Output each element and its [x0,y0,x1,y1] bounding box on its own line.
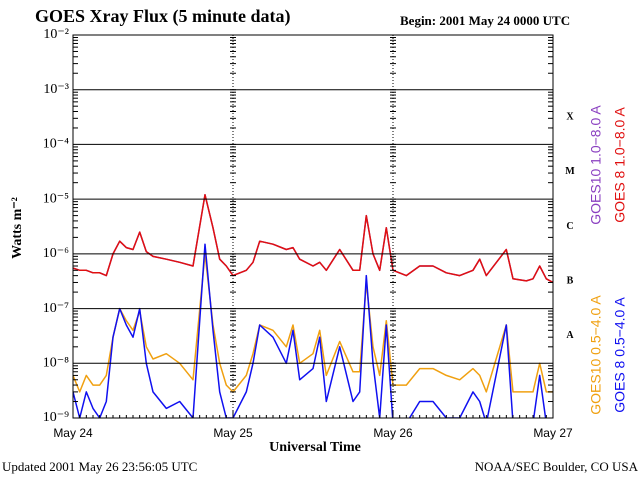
chart-subtitle: Begin: 2001 May 24 0000 UTC [400,13,570,28]
flare-class-label: B [567,276,574,287]
legend-label: GOES 8 1.0−8.0 A [612,107,628,223]
x-tick-label: May 24 [53,426,93,440]
series-line [73,253,553,393]
x-tick-label: May 25 [213,426,253,440]
y-tick-label: 10⁻⁵ [43,191,69,206]
x-tick-label: May 26 [373,426,413,440]
y-tick-label: 10⁻⁹ [43,410,69,425]
flare-class-label: A [566,330,574,341]
series-line [73,194,553,284]
legend-label: GOES10 1.0−8.0 A [588,105,604,225]
x-axis-label: Universal Time [269,440,361,455]
x-tick-label: May 27 [533,426,573,440]
series-line [73,194,553,284]
flare-class-label: X [566,111,574,122]
flare-class-label: M [565,166,575,177]
footer-left: Updated 2001 May 26 23:56:05 UTC [2,459,197,474]
plot-frame [72,34,554,419]
series-line [73,243,547,418]
y-tick-label: 10⁻⁶ [43,246,69,261]
y-tick-label: 10⁻² [43,27,69,42]
y-tick-label: 10⁻⁴ [43,137,69,152]
y-tick-label: 10⁻³ [43,82,69,97]
y-tick-label: 10⁻⁸ [43,356,69,371]
flare-class-label: C [566,221,573,232]
legend-label: GOES 8 0.5−4.0 A [612,297,628,413]
footer-right: NOAA/SEC Boulder, CO USA [475,459,639,474]
y-tick-label: 10⁻⁷ [43,301,69,316]
y-axis-label: Watts m⁻² [10,197,25,259]
chart-title: GOES Xray Flux (5 minute data) [35,6,291,27]
legend-label: GOES10 0.5−4.0 A [588,295,604,415]
